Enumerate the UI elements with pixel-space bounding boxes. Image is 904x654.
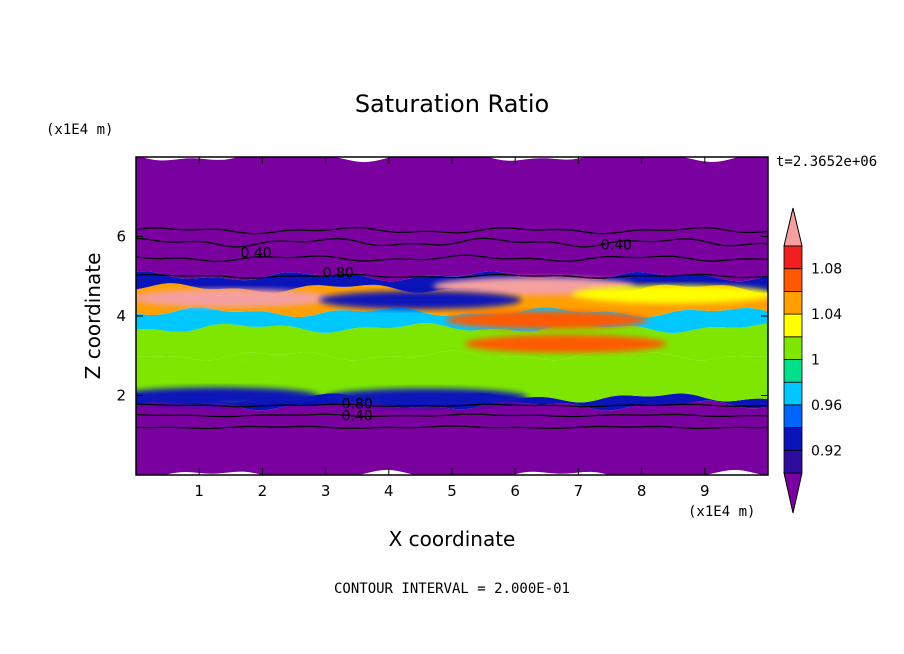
colorbar-box [783, 245, 803, 270]
contour-line [136, 254, 768, 263]
time-label: t=2.3652e+06 [776, 154, 877, 170]
y-tick-label: 2 [116, 387, 126, 405]
contour-interval-note: CONTOUR INTERVAL = 2.000E-01 [334, 581, 570, 597]
x-tick-label: 1 [194, 482, 204, 500]
contour-label: 0.40 [342, 408, 373, 424]
y-unit-label: (x1E4 m) [46, 122, 113, 138]
x-tick-label: 5 [447, 482, 457, 500]
y-axis-title: Z coordinate [81, 253, 105, 380]
colorbar-label: 0.96 [811, 398, 842, 414]
field-patch [464, 334, 667, 353]
x-tick-label: 8 [637, 482, 647, 500]
contour-line [136, 413, 768, 418]
x-tick-label: 3 [321, 482, 331, 500]
contour-labels: 0.40 0.400.800.800.40 [240, 237, 631, 424]
contour-label: 0.40 [240, 245, 271, 261]
colorbar-label: 1.08 [811, 262, 842, 278]
contour-lines [136, 226, 768, 430]
x-unit-label: (x1E4 m) [688, 504, 755, 520]
contour-line [136, 226, 768, 235]
x-axis-title: X coordinate [389, 527, 516, 551]
colorbar-box [783, 268, 803, 292]
field-patch [136, 387, 320, 406]
field-patch [319, 291, 522, 310]
x-tick-label: 2 [258, 482, 268, 500]
field-band [136, 400, 768, 475]
colorbar-top-arrow [783, 207, 803, 247]
chart-title: Saturation Ratio [355, 90, 549, 118]
colorbar-box [783, 449, 803, 474]
x-tick-label: 6 [510, 482, 520, 500]
field-patch [572, 285, 768, 304]
colorbar-label: 1 [811, 353, 820, 369]
colorbar-label: 1.04 [811, 307, 842, 323]
y-tick-label: 6 [116, 228, 126, 246]
contour-field [136, 157, 768, 475]
contour-line [136, 425, 768, 430]
colorbar-bottom-arrow [783, 472, 803, 514]
field-patch [325, 388, 528, 407]
colorbar-box [783, 290, 803, 315]
x-tick-label: 7 [574, 482, 584, 500]
x-tick-label: 9 [700, 482, 710, 500]
field-band [136, 350, 768, 403]
contour-line [136, 403, 768, 408]
contour-label: 0.80 [342, 396, 373, 412]
contour-line [136, 237, 768, 248]
colorbar-box [783, 381, 803, 406]
colorbar-box [783, 336, 803, 360]
colorbar-box [783, 427, 803, 451]
y-tick-label: 4 [116, 307, 126, 325]
colorbar-box [783, 359, 803, 383]
colorbar-box [783, 313, 803, 338]
x-tick-label: 4 [384, 482, 394, 500]
contour-line [136, 273, 768, 279]
field-patch [445, 310, 648, 329]
colorbar: 0.92 0.96 1 1.04 1.08 [783, 207, 842, 514]
colorbar-box [783, 404, 803, 428]
x-axis-ticks: 1 2 3 4 5 6 7 8 9 [194, 157, 710, 500]
field-band [136, 157, 768, 282]
contour-label: 0.40 [601, 237, 632, 253]
y-axis-ticks: 2 4 6 [116, 228, 768, 405]
contour-label: 0.80 [323, 265, 354, 281]
colorbar-label: 0.92 [811, 443, 842, 459]
field-patch [136, 289, 332, 308]
